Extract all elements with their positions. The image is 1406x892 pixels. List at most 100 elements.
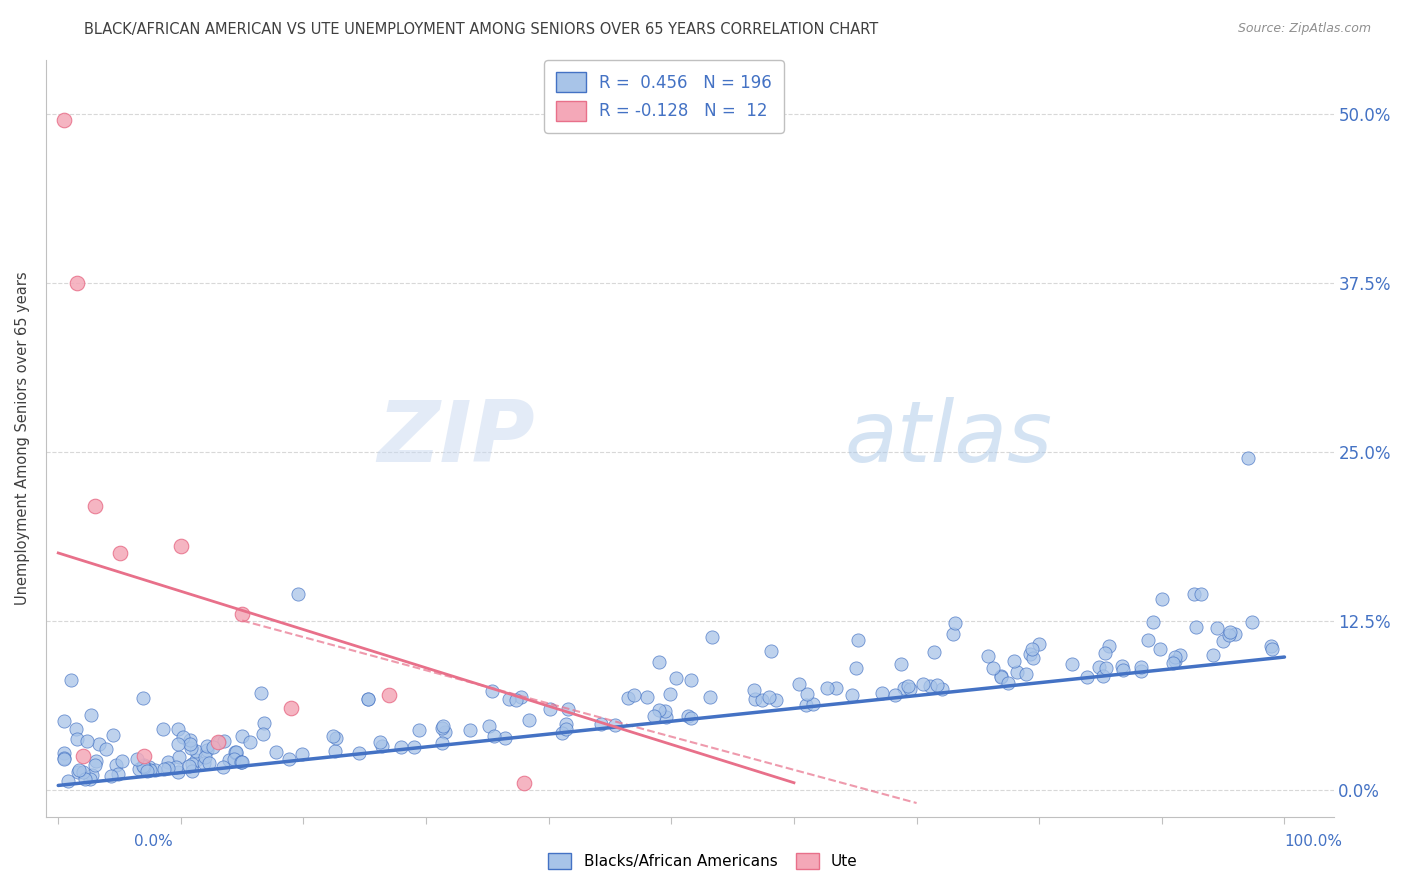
- Point: [931, 682, 953, 697]
- Point: [79, 772, 101, 786]
- Point: [197, 756, 219, 771]
- Point: [253, 715, 276, 730]
- Point: [291, 747, 314, 761]
- Point: [1095, 661, 1118, 675]
- Point: [927, 678, 949, 692]
- Point: [357, 691, 380, 706]
- Point: [761, 644, 783, 658]
- Point: [884, 688, 907, 702]
- Point: [72, 764, 94, 779]
- Point: [1130, 660, 1153, 674]
- Point: [517, 713, 540, 727]
- Point: [1185, 620, 1208, 634]
- Text: atlas: atlas: [844, 397, 1052, 480]
- Point: [1098, 640, 1121, 654]
- Point: [1015, 667, 1038, 681]
- Point: [153, 762, 176, 776]
- Point: [943, 615, 966, 630]
- Point: [538, 702, 561, 716]
- Point: [277, 752, 299, 766]
- Point: [218, 753, 240, 767]
- Point: [484, 729, 506, 743]
- Point: [912, 676, 935, 690]
- Point: [170, 539, 193, 553]
- Point: [252, 727, 274, 741]
- Point: [430, 736, 453, 750]
- Point: [325, 731, 347, 745]
- Point: [981, 661, 1004, 675]
- Point: [1129, 664, 1152, 678]
- Point: [222, 751, 245, 765]
- Point: [76, 734, 98, 748]
- Point: [893, 681, 915, 696]
- Point: [249, 686, 271, 700]
- Point: [214, 734, 236, 748]
- Point: [53, 751, 76, 765]
- Point: [1028, 637, 1050, 651]
- Point: [72, 748, 94, 763]
- Point: [128, 762, 150, 776]
- Point: [824, 681, 846, 696]
- Point: [796, 688, 818, 702]
- Point: [179, 737, 201, 751]
- Point: [389, 740, 412, 755]
- Point: [73, 772, 96, 786]
- Point: [1060, 657, 1083, 671]
- Point: [53, 714, 76, 728]
- Point: [744, 692, 766, 706]
- Point: [617, 691, 640, 706]
- Point: [212, 760, 235, 774]
- Point: [84, 754, 107, 768]
- Point: [195, 739, 218, 753]
- Point: [101, 728, 124, 742]
- Point: [66, 276, 89, 290]
- Text: ZIP: ZIP: [378, 397, 536, 480]
- Point: [166, 737, 188, 751]
- Point: [193, 756, 215, 770]
- Point: [758, 690, 780, 704]
- Point: [1019, 647, 1042, 661]
- Point: [84, 499, 107, 513]
- Point: [100, 769, 122, 783]
- Point: [494, 731, 516, 745]
- Point: [1002, 654, 1025, 668]
- Point: [890, 657, 912, 671]
- Text: 100.0%: 100.0%: [1285, 834, 1343, 848]
- Point: [105, 757, 128, 772]
- Point: [846, 632, 869, 647]
- Point: [1202, 648, 1225, 663]
- Point: [181, 764, 204, 778]
- Point: [922, 644, 945, 658]
- Point: [179, 732, 201, 747]
- Point: [589, 717, 612, 731]
- Point: [513, 776, 536, 790]
- Point: [647, 703, 669, 717]
- Point: [83, 758, 105, 772]
- Point: [1164, 654, 1187, 668]
- Point: [87, 738, 110, 752]
- Y-axis label: Unemployment Among Seniors over 65 years: Unemployment Among Seniors over 65 years: [15, 271, 30, 605]
- Point: [699, 690, 721, 705]
- Point: [557, 702, 579, 716]
- Point: [1021, 651, 1043, 665]
- Point: [1092, 669, 1115, 683]
- Point: [65, 723, 87, 737]
- Point: [180, 740, 202, 755]
- Point: [801, 697, 824, 711]
- Point: [156, 756, 179, 770]
- Point: [53, 113, 76, 128]
- Point: [1094, 646, 1116, 660]
- Point: [201, 739, 224, 754]
- Point: [59, 673, 82, 688]
- Point: [1005, 665, 1028, 679]
- Point: [1164, 650, 1187, 665]
- Point: [1218, 628, 1240, 642]
- Point: [67, 763, 90, 777]
- Point: [167, 723, 190, 737]
- Point: [751, 693, 773, 707]
- Point: [555, 722, 578, 736]
- Point: [997, 676, 1019, 690]
- Point: [132, 758, 155, 772]
- Point: [898, 681, 921, 696]
- Point: [280, 701, 302, 715]
